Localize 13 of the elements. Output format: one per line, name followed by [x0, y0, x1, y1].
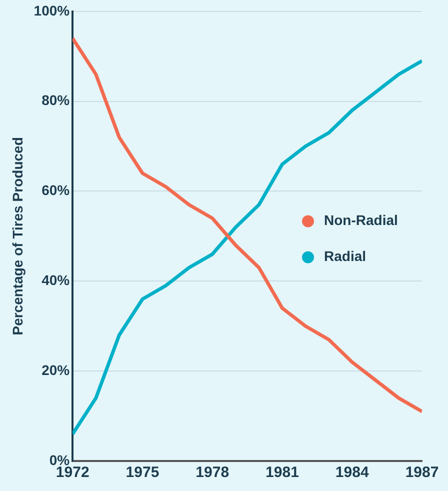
y-tick-label: 60% — [42, 182, 70, 198]
x-tick-label: 1984 — [335, 464, 370, 482]
x-tick-label: 1978 — [196, 464, 230, 482]
y-axis-title: Percentage of Tires Produced — [9, 137, 26, 336]
legend-label: Radial — [324, 248, 366, 264]
y-tick-label: 100% — [34, 2, 70, 18]
x-tick-label: 1975 — [126, 464, 160, 482]
y-tick-label: 80% — [42, 92, 70, 108]
x-tick-label: 1981 — [266, 464, 299, 482]
y-tick-label: 40% — [42, 272, 70, 288]
legend-label: Non-Radial — [324, 212, 398, 228]
y-tick-label: 20% — [42, 362, 70, 378]
x-tick-label: 1987 — [405, 464, 439, 482]
